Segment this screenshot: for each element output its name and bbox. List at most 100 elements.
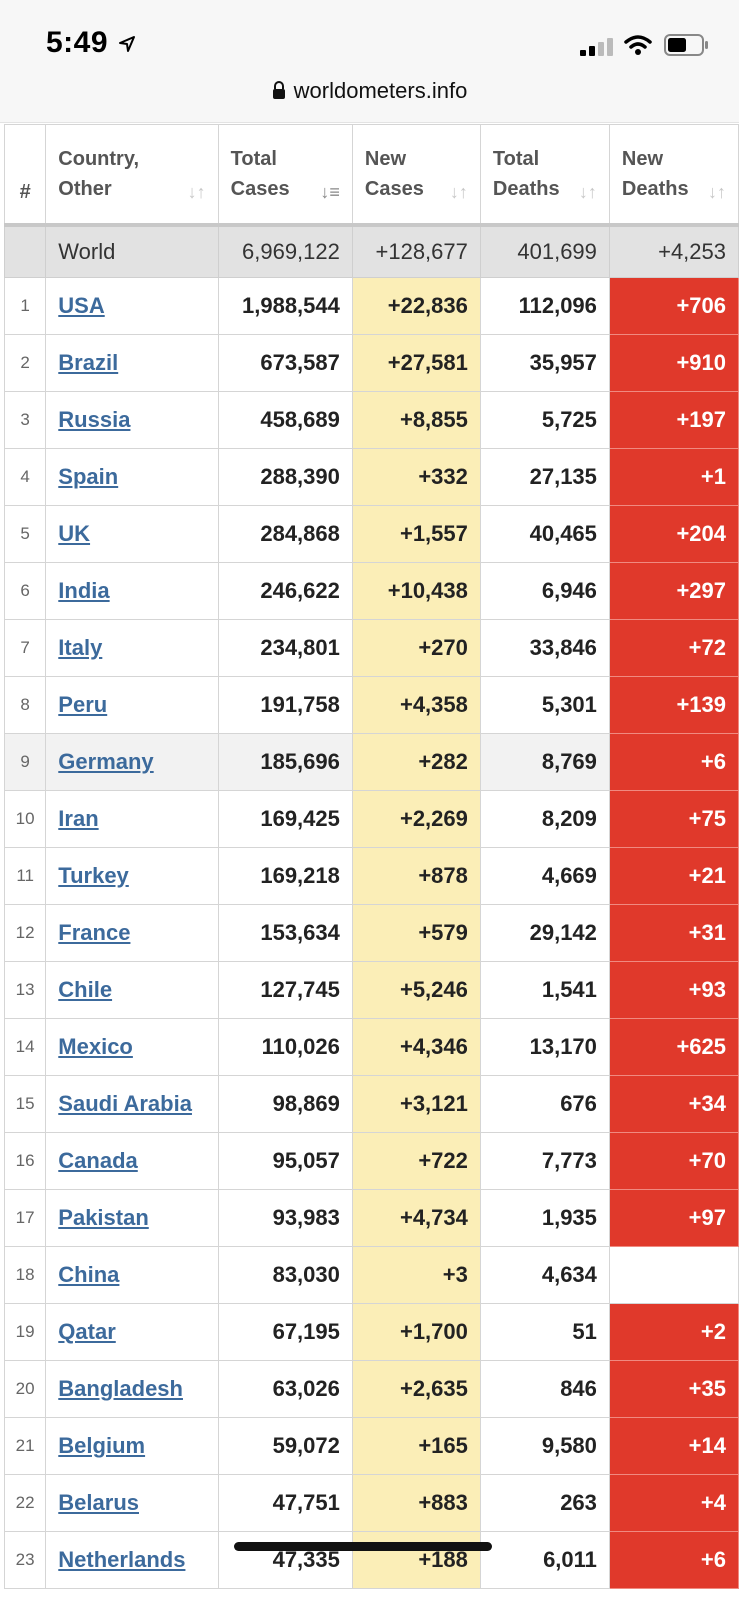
total-deaths-cell: 1,541 bbox=[479, 961, 610, 1019]
new-deaths-cell: +625 bbox=[608, 1018, 739, 1076]
new-cases-cell: +3 bbox=[351, 1246, 481, 1304]
cellular-signal-icon bbox=[580, 38, 613, 56]
new-cases-cell: +4,734 bbox=[351, 1189, 481, 1247]
new-cases-cell: +2,269 bbox=[351, 790, 481, 848]
total-deaths-cell: 35,957 bbox=[479, 334, 610, 392]
header-rank[interactable]: # bbox=[4, 124, 47, 227]
country-link[interactable]: Germany bbox=[58, 749, 154, 774]
status-bar: 5:49 bbox=[0, 0, 739, 70]
table-header-row: # Country, Other ↓↑ Total Cases ↓≡ New C… bbox=[4, 124, 739, 227]
country-link[interactable]: India bbox=[58, 578, 110, 603]
total-deaths-cell: 1,935 bbox=[479, 1189, 610, 1247]
new-deaths-cell: +70 bbox=[608, 1132, 739, 1190]
country-link[interactable]: Netherlands bbox=[58, 1547, 186, 1572]
rank-cell: 16 bbox=[4, 1132, 47, 1190]
new-cases-cell: +4,358 bbox=[351, 676, 481, 734]
new-cases-cell: +878 bbox=[351, 847, 481, 905]
new-deaths-cell: +139 bbox=[608, 676, 739, 734]
total-deaths-cell: 29,142 bbox=[479, 904, 610, 962]
country-cell: Netherlands bbox=[45, 1531, 219, 1589]
country-link[interactable]: China bbox=[58, 1262, 120, 1287]
country-link[interactable]: Bangladesh bbox=[58, 1376, 183, 1401]
country-link[interactable]: France bbox=[58, 920, 131, 945]
header-new-deaths-line1: New bbox=[621, 148, 664, 170]
total-cases-cell: 95,057 bbox=[217, 1132, 353, 1190]
total-deaths-cell: 7,773 bbox=[479, 1132, 610, 1190]
country-cell: France bbox=[45, 904, 219, 962]
total-cases-cell: 169,218 bbox=[217, 847, 353, 905]
new-cases-cell: +1,557 bbox=[351, 505, 481, 563]
table-row: 2 Brazil 673,587 +27,581 35,957 +910 bbox=[4, 334, 739, 392]
country-link[interactable]: Pakistan bbox=[58, 1205, 149, 1230]
total-deaths-cell: 846 bbox=[479, 1360, 610, 1418]
country-link[interactable]: Iran bbox=[58, 806, 99, 831]
country-link[interactable]: Brazil bbox=[58, 350, 119, 375]
country-cell: Spain bbox=[45, 448, 219, 506]
new-deaths-cell: +910 bbox=[608, 334, 739, 392]
table-row: 4 Spain 288,390 +332 27,135 +1 bbox=[4, 448, 739, 506]
sort-descending-icon: ↓≡ bbox=[320, 182, 340, 202]
rank-cell: 21 bbox=[4, 1417, 47, 1475]
country-link[interactable]: UK bbox=[58, 521, 91, 546]
new-cases-cell: +2,635 bbox=[351, 1360, 481, 1418]
rank-cell: 8 bbox=[4, 676, 47, 734]
country-cell: USA bbox=[45, 277, 219, 335]
header-country[interactable]: Country, Other ↓↑ bbox=[45, 124, 219, 227]
country-cell: Bangladesh bbox=[45, 1360, 219, 1418]
country-link[interactable]: Italy bbox=[58, 635, 103, 660]
new-deaths-cell: +4 bbox=[608, 1474, 739, 1532]
header-new-deaths[interactable]: New Deaths ↓↑ bbox=[608, 124, 739, 227]
header-total-deaths[interactable]: Total Deaths ↓↑ bbox=[479, 124, 610, 227]
address-bar[interactable]: worldometers.info bbox=[0, 70, 739, 123]
rank-cell: 18 bbox=[4, 1246, 47, 1304]
total-deaths-cell: 676 bbox=[479, 1075, 610, 1133]
new-cases-cell: +1,700 bbox=[351, 1303, 481, 1361]
country-link[interactable]: Canada bbox=[58, 1148, 138, 1173]
country-link[interactable]: Belgium bbox=[58, 1433, 146, 1458]
new-deaths-cell: +21 bbox=[608, 847, 739, 905]
country-link[interactable]: Saudi Arabia bbox=[58, 1091, 192, 1116]
country-cell: Iran bbox=[45, 790, 219, 848]
new-cases-cell: +5,246 bbox=[351, 961, 481, 1019]
new-deaths-cell: +204 bbox=[608, 505, 739, 563]
country-link[interactable]: Russia bbox=[58, 407, 131, 432]
new-deaths-cell: +706 bbox=[608, 277, 739, 335]
country-link[interactable]: Mexico bbox=[58, 1034, 133, 1059]
header-new-cases[interactable]: New Cases ↓↑ bbox=[351, 124, 481, 227]
rank-cell: 22 bbox=[4, 1474, 47, 1532]
sort-icon: ↓↑ bbox=[449, 182, 468, 202]
url-text: worldometers.info bbox=[293, 78, 468, 103]
total-deaths-cell: 13,170 bbox=[479, 1018, 610, 1076]
country-link[interactable]: Chile bbox=[58, 977, 113, 1002]
country-link[interactable]: Belarus bbox=[58, 1490, 139, 1515]
total-deaths-cell: 27,135 bbox=[479, 448, 610, 506]
new-cases-cell: +3,121 bbox=[351, 1075, 481, 1133]
header-total-cases[interactable]: Total Cases ↓≡ bbox=[217, 124, 353, 227]
total-cases-cell: 185,696 bbox=[217, 733, 353, 791]
covid-stats-table-container[interactable]: # Country, Other ↓↑ Total Cases ↓≡ New C… bbox=[4, 124, 739, 1600]
table-row: 18 China 83,030 +3 4,634 bbox=[4, 1246, 739, 1304]
table-row: 6 India 246,622 +10,438 6,946 +297 bbox=[4, 562, 739, 620]
new-deaths-cell: +72 bbox=[608, 619, 739, 677]
new-deaths-cell: +35 bbox=[608, 1360, 739, 1418]
country-link[interactable]: Spain bbox=[58, 464, 119, 489]
country-link[interactable]: Peru bbox=[58, 692, 108, 717]
world-label: World bbox=[45, 224, 219, 278]
new-cases-cell: +722 bbox=[351, 1132, 481, 1190]
total-cases-cell: 63,026 bbox=[217, 1360, 353, 1418]
country-cell: Chile bbox=[45, 961, 219, 1019]
table-row: 20 Bangladesh 63,026 +2,635 846 +35 bbox=[4, 1360, 739, 1418]
rank-cell: 19 bbox=[4, 1303, 47, 1361]
country-link[interactable]: Qatar bbox=[58, 1319, 116, 1344]
rank-cell: 4 bbox=[4, 448, 47, 506]
world-total-cases: 6,969,122 bbox=[217, 224, 353, 278]
country-link[interactable]: Turkey bbox=[58, 863, 129, 888]
rank-cell: 3 bbox=[4, 391, 47, 449]
home-indicator[interactable] bbox=[234, 1542, 492, 1551]
total-cases-cell: 234,801 bbox=[217, 619, 353, 677]
total-cases-cell: 98,869 bbox=[217, 1075, 353, 1133]
country-link[interactable]: USA bbox=[58, 293, 105, 318]
total-deaths-cell: 4,669 bbox=[479, 847, 610, 905]
new-deaths-cell: +75 bbox=[608, 790, 739, 848]
total-cases-cell: 673,587 bbox=[217, 334, 353, 392]
